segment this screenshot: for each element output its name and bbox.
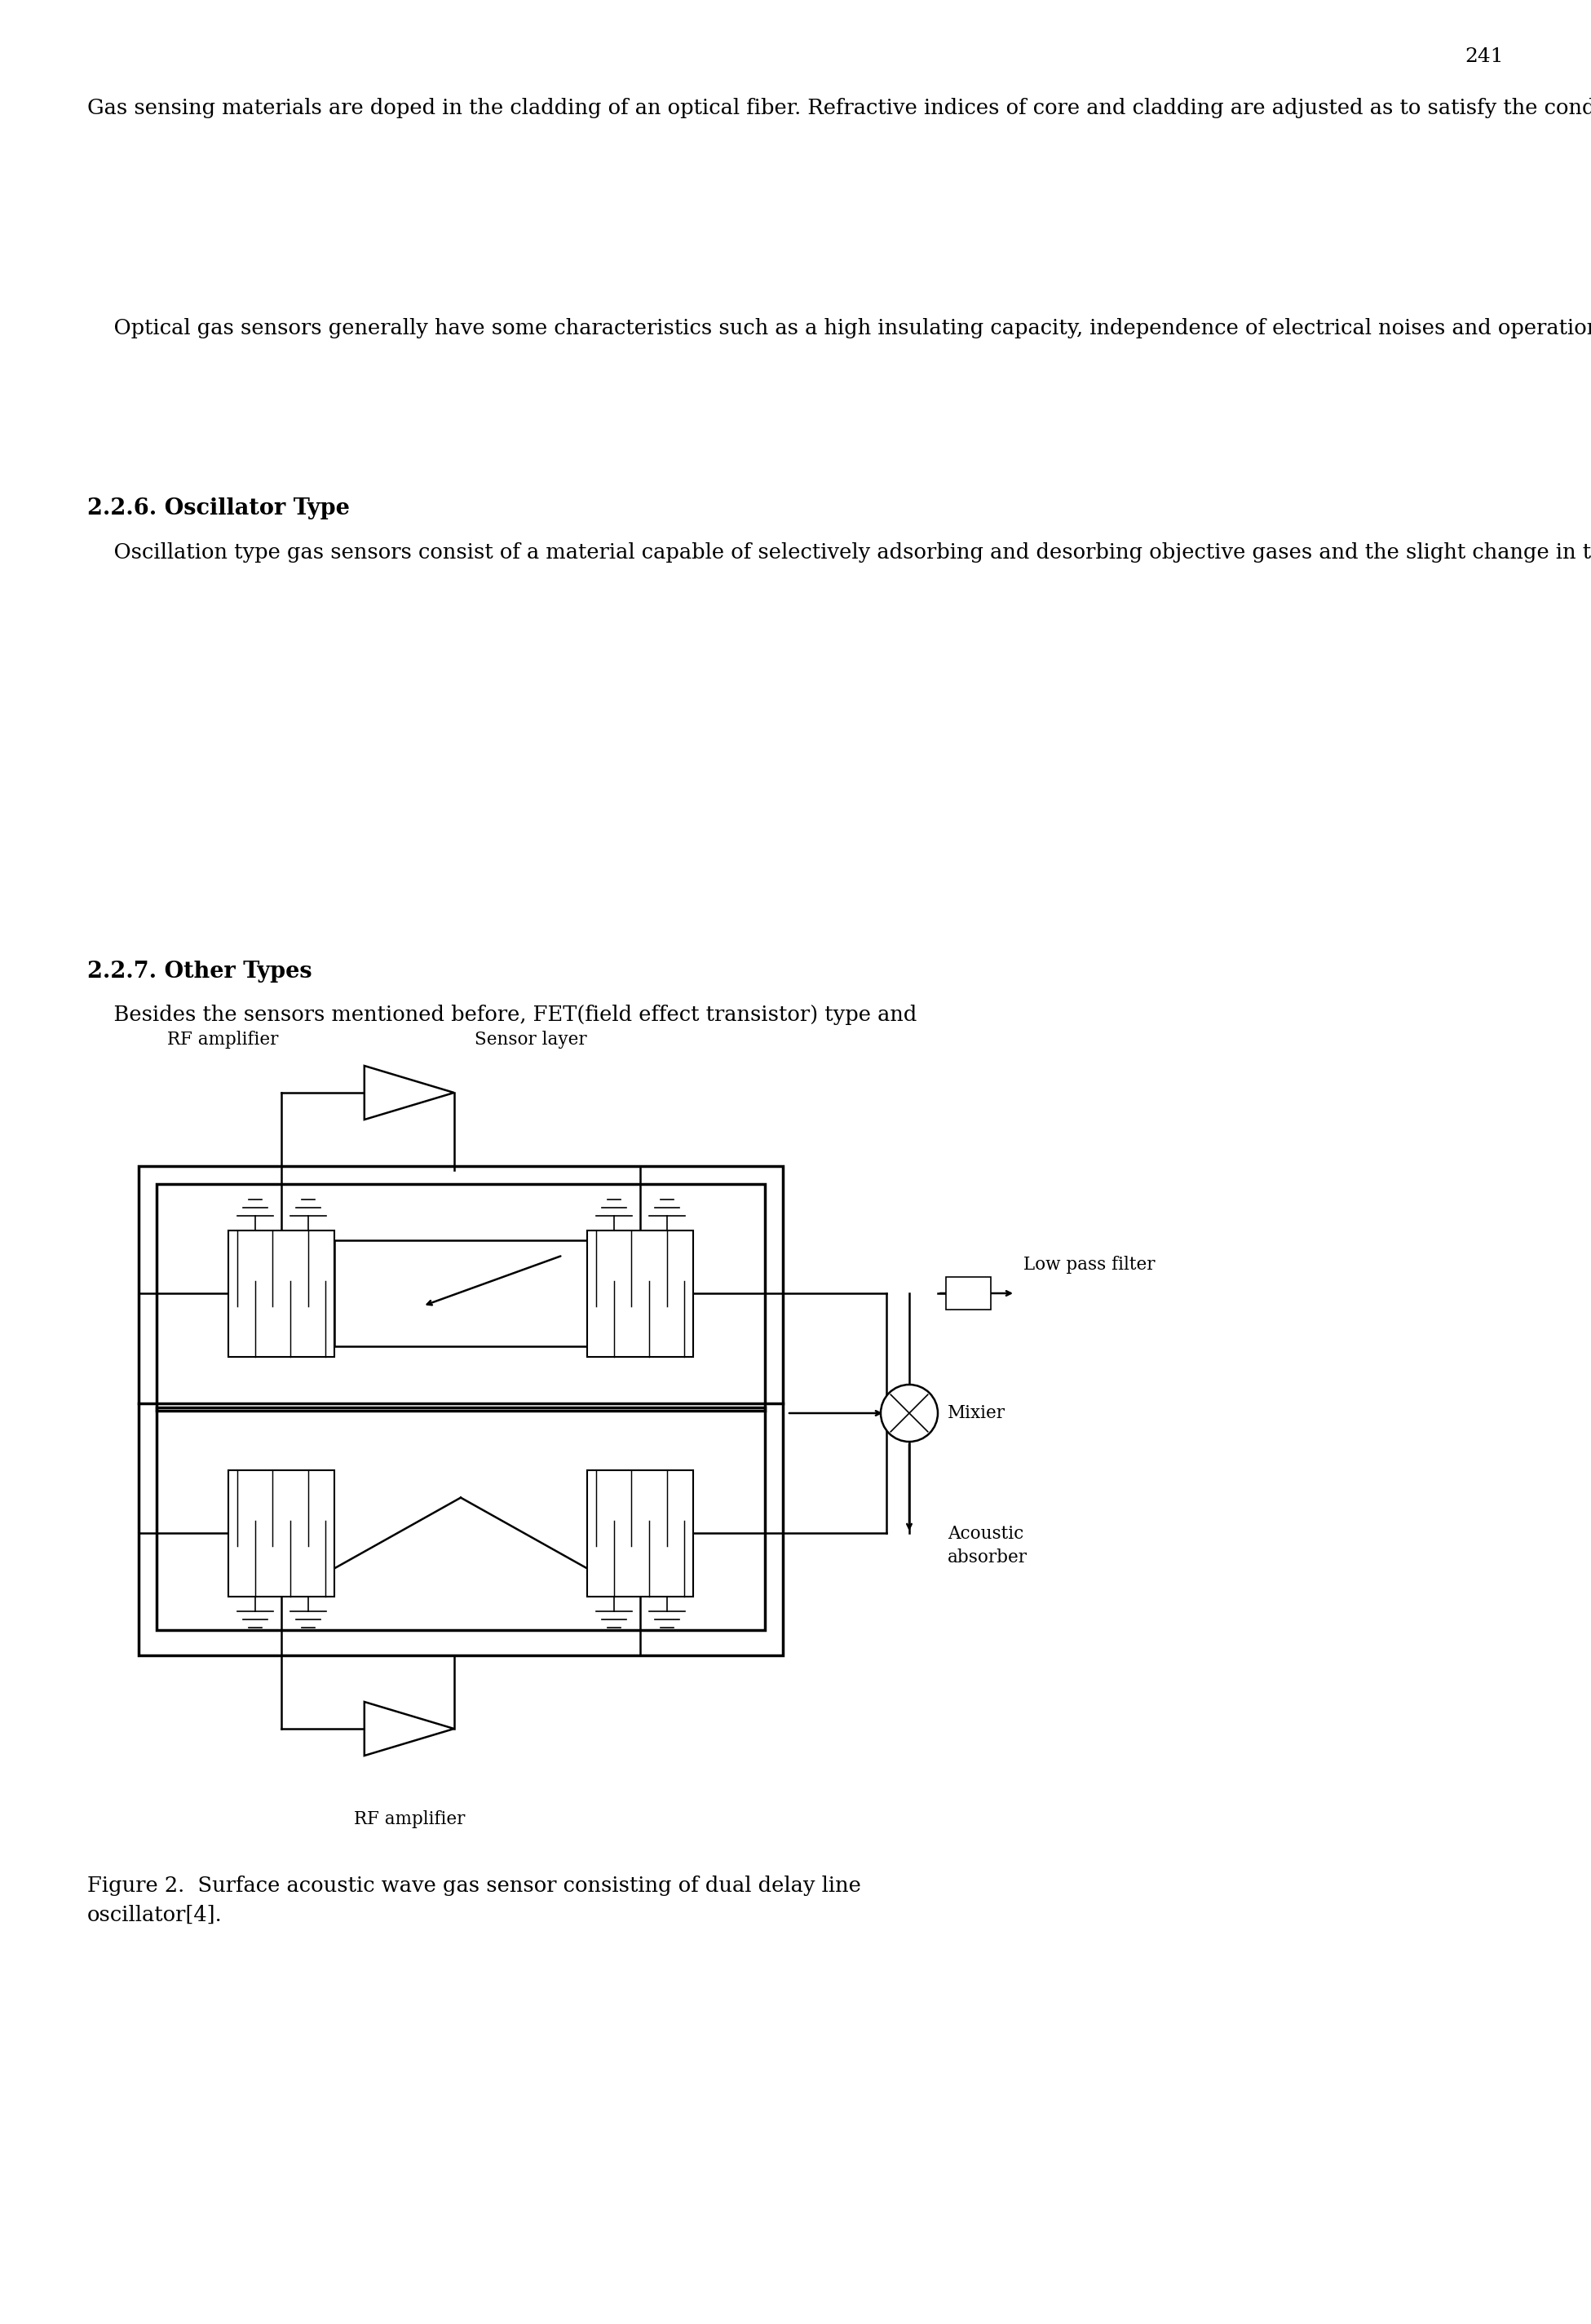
Text: RF amplifier: RF amplifier xyxy=(353,1810,465,1829)
Text: Mixier: Mixier xyxy=(948,1404,1006,1422)
Text: 2.2.6. Oscillator Type: 2.2.6. Oscillator Type xyxy=(88,497,350,521)
Bar xyxy=(587,1469,694,1597)
Bar xyxy=(229,1469,334,1597)
Bar xyxy=(587,1229,694,1357)
Text: RF amplifier: RF amplifier xyxy=(167,1032,278,1048)
Bar xyxy=(156,1183,765,1411)
Bar xyxy=(947,1276,991,1311)
Text: 241: 241 xyxy=(1465,46,1503,65)
Bar xyxy=(229,1229,334,1357)
Text: Oscillation type gas sensors consist of a material capable of selectively adsorb: Oscillation type gas sensors consist of … xyxy=(88,541,1591,562)
Text: Gas sensing materials are doped in the cladding of an optical fiber. Refractive : Gas sensing materials are doped in the c… xyxy=(88,98,1591,119)
Text: Acoustic
absorber: Acoustic absorber xyxy=(948,1525,1028,1566)
Circle shape xyxy=(881,1385,937,1441)
Text: 2.2.7. Other Types: 2.2.7. Other Types xyxy=(88,960,312,983)
Polygon shape xyxy=(364,1701,453,1755)
Bar xyxy=(334,1241,587,1346)
Text: Besides the sensors mentioned before, FET(field effect transistor) type and: Besides the sensors mentioned before, FE… xyxy=(88,1004,916,1025)
Text: Low pass filter: Low pass filter xyxy=(1023,1255,1155,1274)
Text: Figure 2.  Surface acoustic wave gas sensor consisting of dual delay line
oscill: Figure 2. Surface acoustic wave gas sens… xyxy=(88,1875,861,1924)
Bar xyxy=(156,1408,765,1629)
Text: Optical gas sensors generally have some characteristics such as a high insulatin: Optical gas sensors generally have some … xyxy=(88,318,1591,339)
Text: Sensor layer: Sensor layer xyxy=(474,1032,587,1048)
Polygon shape xyxy=(364,1067,453,1120)
Bar xyxy=(138,1167,783,1655)
